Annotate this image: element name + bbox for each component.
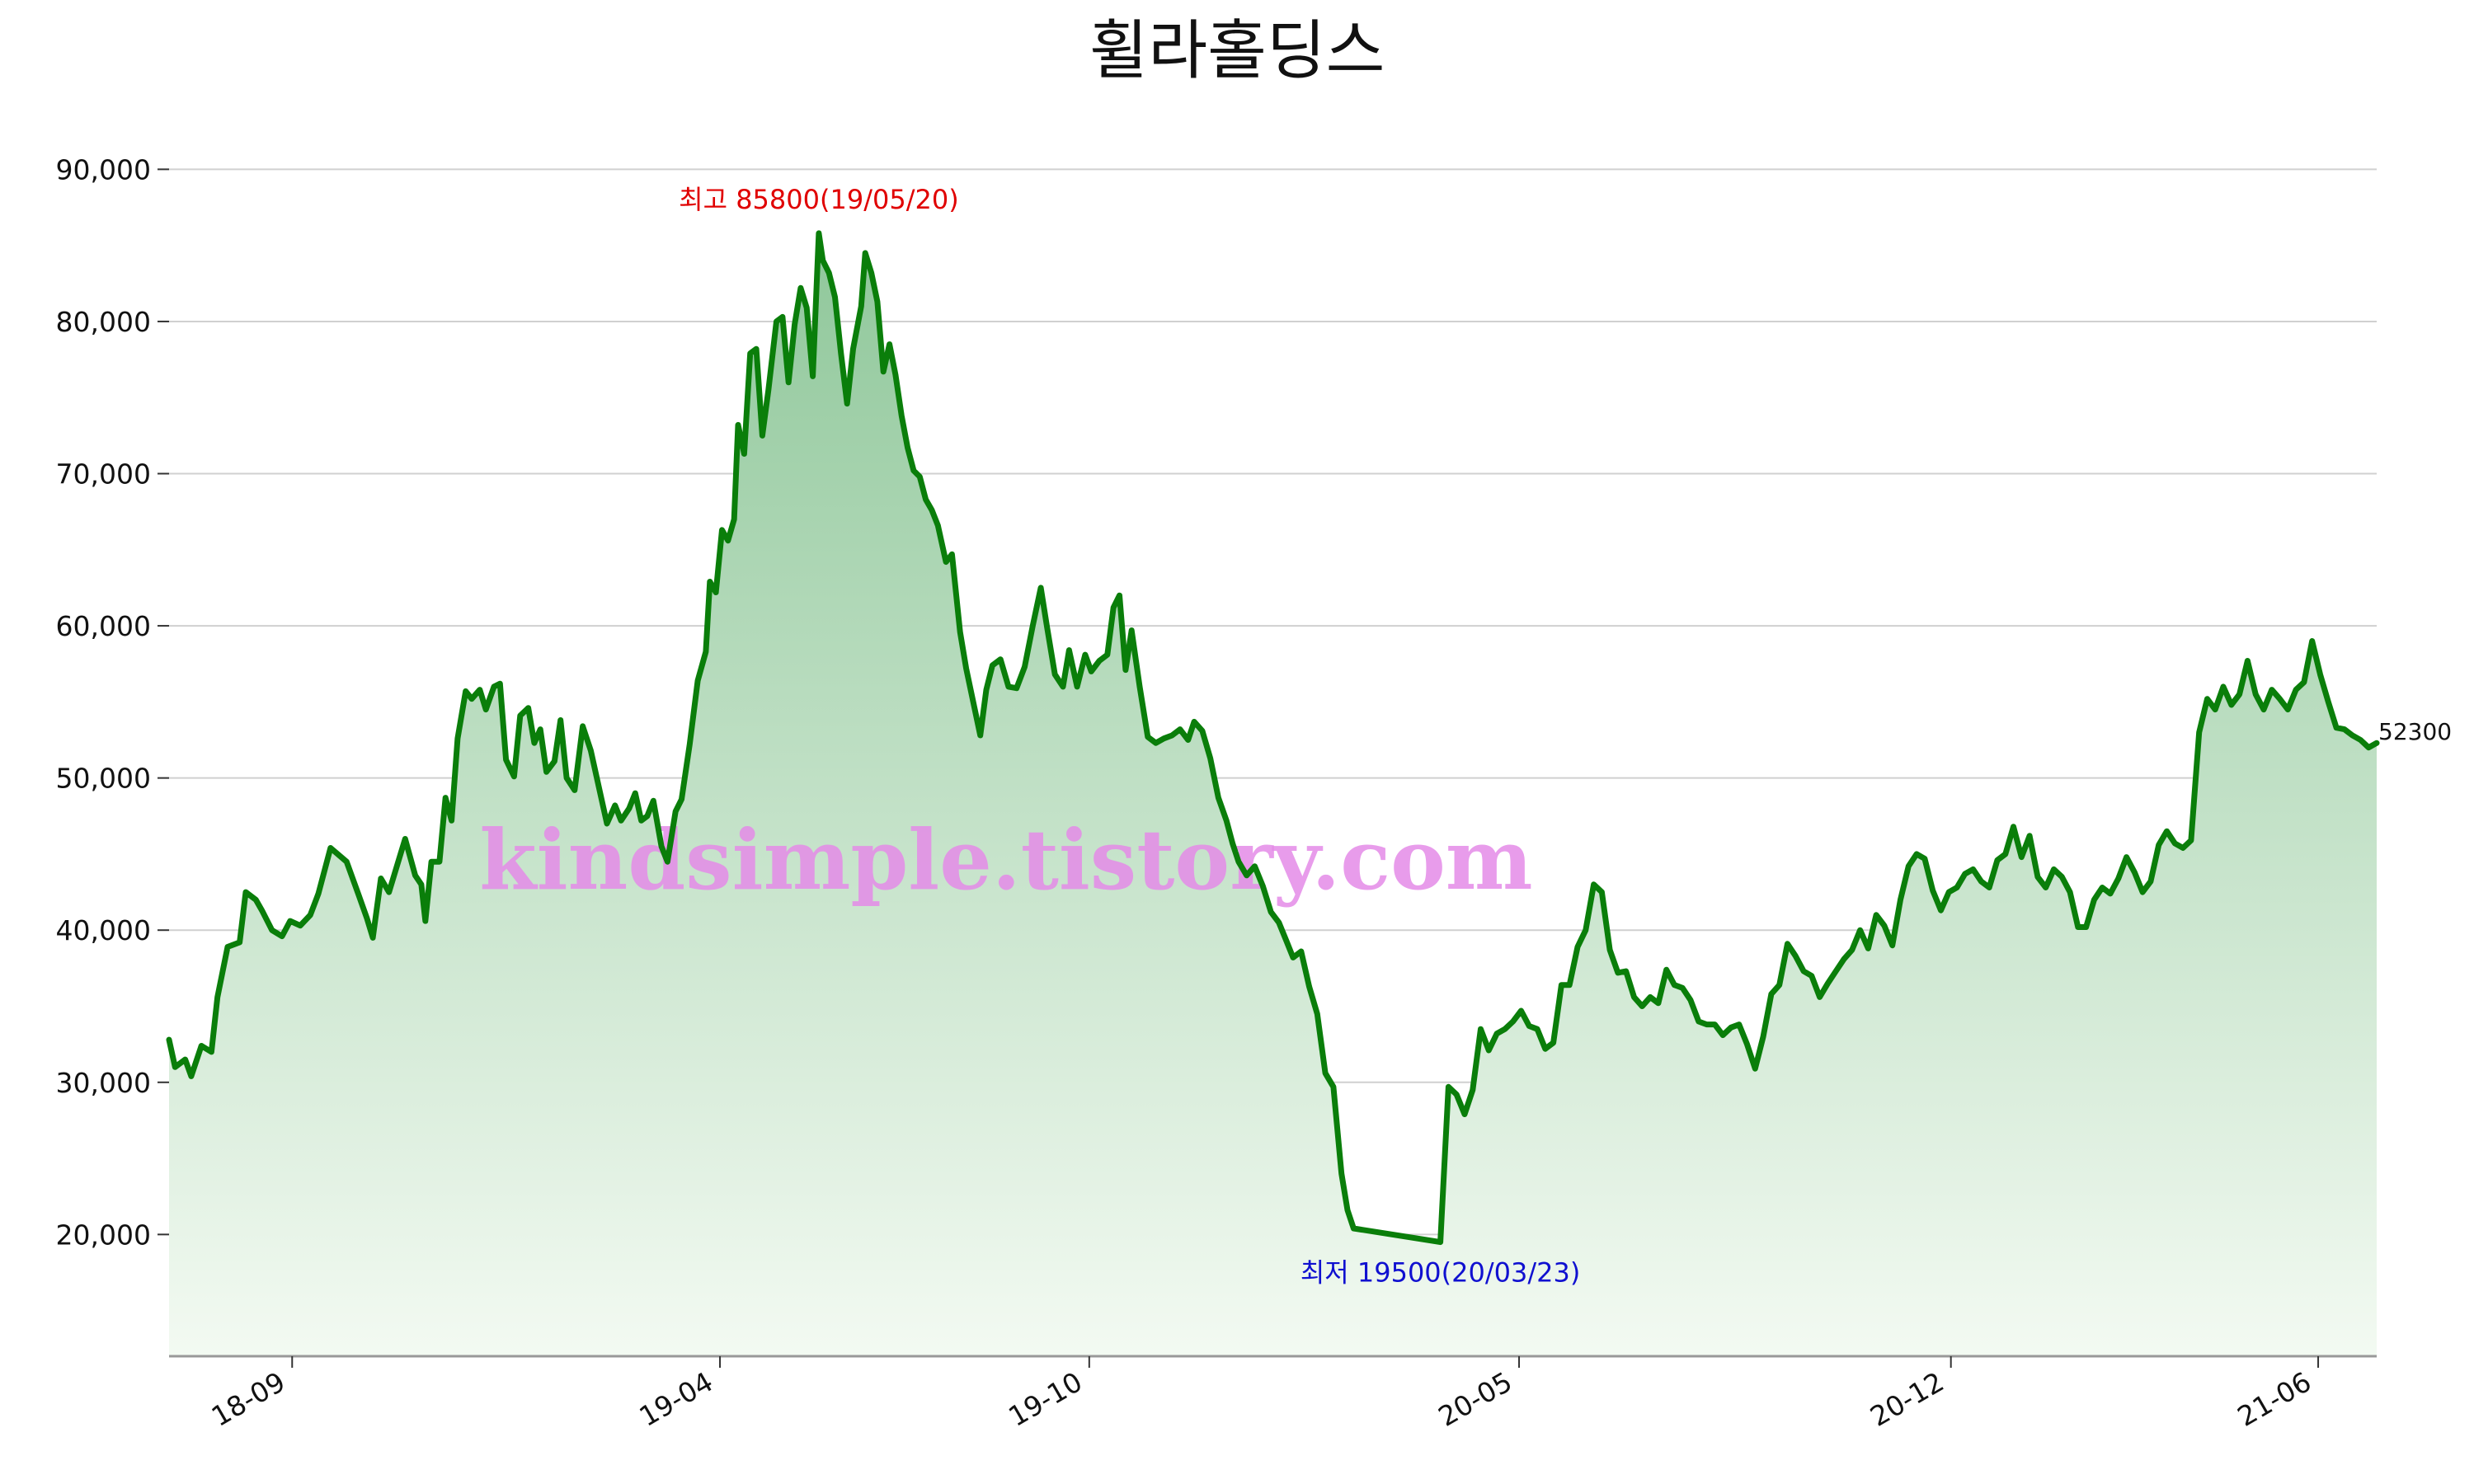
x-axis: 18-09 19-04 19-10 20-05 20-12 21-06	[206, 1356, 2320, 1433]
x-tick-label: 19-10	[1003, 1365, 1088, 1433]
y-tick-label: 60,000	[56, 610, 151, 642]
high-annotation: 최고 85800(19/05/20)	[679, 184, 959, 215]
x-tick-label: 21-06	[2232, 1365, 2316, 1433]
x-tick-label: 20-05	[1432, 1365, 1517, 1433]
x-tick-label: 19-04	[633, 1365, 718, 1433]
x-tick-label: 18-09	[206, 1365, 291, 1433]
watermark: kindsimple.tistory.com	[479, 811, 1532, 909]
y-axis: 20,000 30,000 40,000 50,000 60,000 70,000 80,0…	[56, 153, 169, 1251]
price-line	[166, 230, 2380, 1246]
y-tick-label: 50,000	[56, 763, 151, 795]
y-tick-label: 20,000	[56, 1219, 151, 1251]
x-tick-label: 20-12	[1865, 1365, 1950, 1433]
y-tick-label: 90,000	[56, 153, 151, 186]
low-annotation: 최저 19500(20/03/23)	[1300, 1257, 1581, 1289]
y-tick-label: 80,000	[56, 306, 151, 338]
price-area-fill	[169, 232, 2377, 1356]
chart-title: 휠라홀딩스	[1089, 14, 1385, 88]
y-tick-label: 30,000	[56, 1067, 151, 1099]
last-price-label: 52300	[2378, 718, 2452, 745]
y-tick-label: 40,000	[56, 914, 151, 946]
y-tick-label: 70,000	[56, 458, 151, 491]
